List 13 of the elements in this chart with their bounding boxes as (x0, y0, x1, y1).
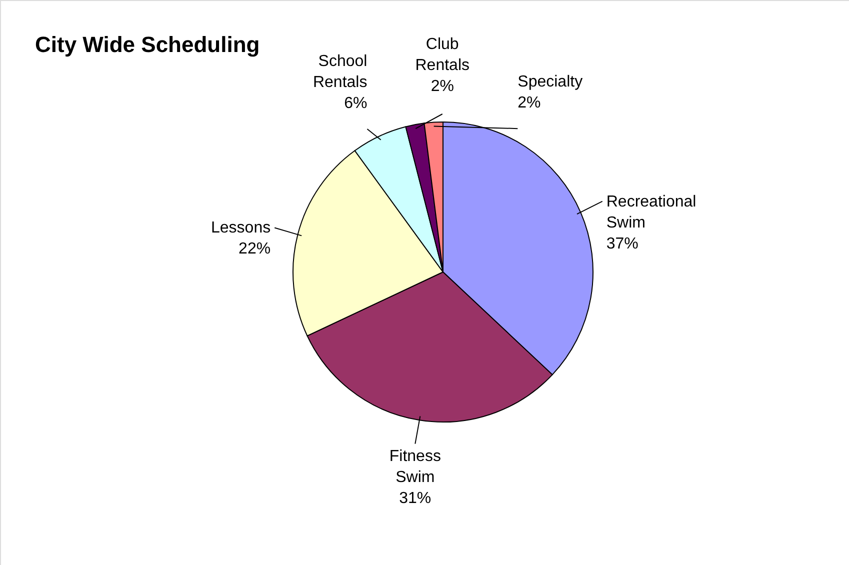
data-label: 37% (606, 235, 638, 252)
data-label: 2% (518, 94, 541, 112)
slice-label: Lessons (211, 220, 271, 237)
chart-title: City Wide Scheduling (35, 32, 260, 57)
data-label: 31% (399, 490, 432, 507)
slice-label: Club Rentals (415, 36, 470, 74)
slice-label: Specialty (518, 73, 583, 90)
slice-label: Recreational Swim (606, 193, 696, 232)
slice-label: Fitness Swim (389, 448, 441, 486)
slice-label: School Rentals (312, 52, 368, 91)
data-label: 2% (430, 78, 454, 95)
data-label: 22% (238, 240, 271, 258)
data-label: 6% (344, 94, 368, 112)
